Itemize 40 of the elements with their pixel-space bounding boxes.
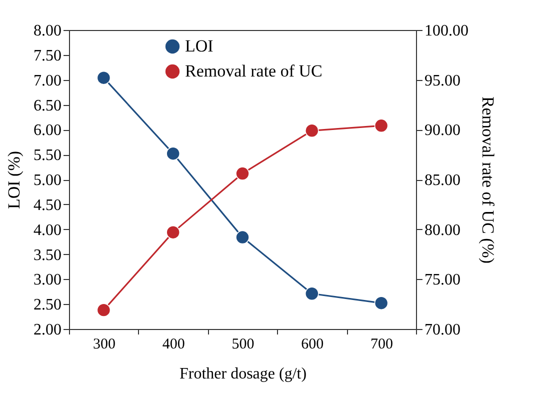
y2-tick-label: 70.00 (424, 322, 460, 338)
x-tick-label: 500 (232, 336, 254, 352)
legend-label: Removal rate of UC (185, 62, 322, 80)
y-tick-label: 5.00 (34, 172, 62, 189)
y-tick-label: 7.50 (34, 47, 62, 64)
y2-tick-label: 90.00 (424, 122, 460, 140)
x-tick-label: 400 (162, 336, 185, 352)
y2-axis-title: Removal rate of UC (%) (478, 96, 498, 264)
point (374, 118, 388, 133)
y-tick-label: 5.50 (34, 147, 62, 164)
y-tick-label: 2.50 (34, 296, 62, 314)
point (96, 70, 111, 85)
x-tick-label: 700 (370, 336, 394, 352)
point (304, 124, 319, 138)
y-tick-label: 8.00 (34, 22, 62, 40)
y2-tick-label: 85.00 (424, 172, 460, 189)
x-axis-title: Frother dosage (g/t) (179, 366, 307, 382)
y2-tick-label: 80.00 (424, 222, 460, 239)
point (236, 230, 250, 244)
y2-tick-label: 75.00 (424, 272, 460, 289)
y-tick-label: 4.50 (34, 196, 62, 214)
y2-tick-label: 100.00 (424, 22, 468, 40)
y-tick-label: 2.00 (34, 322, 62, 338)
point (96, 303, 111, 317)
y-tick-label: 6.00 (34, 122, 62, 140)
y2-tick-label: 95.00 (424, 72, 460, 90)
y-tick-label: 4.00 (34, 222, 62, 239)
y-tick-label: 3.00 (34, 272, 62, 289)
y-axis-title: LOI (%) (4, 150, 24, 210)
y-tick-label: 3.50 (34, 246, 62, 264)
point (166, 225, 180, 240)
y-tick-label: 7.00 (34, 72, 62, 90)
point (236, 166, 250, 180)
x-tick-label: 300 (92, 336, 116, 352)
x-tick-label: 600 (301, 336, 324, 352)
point (304, 286, 319, 301)
y-tick-label: 6.50 (34, 97, 62, 114)
point (166, 146, 180, 160)
point (374, 296, 388, 310)
legend-label: LOI (185, 36, 214, 56)
